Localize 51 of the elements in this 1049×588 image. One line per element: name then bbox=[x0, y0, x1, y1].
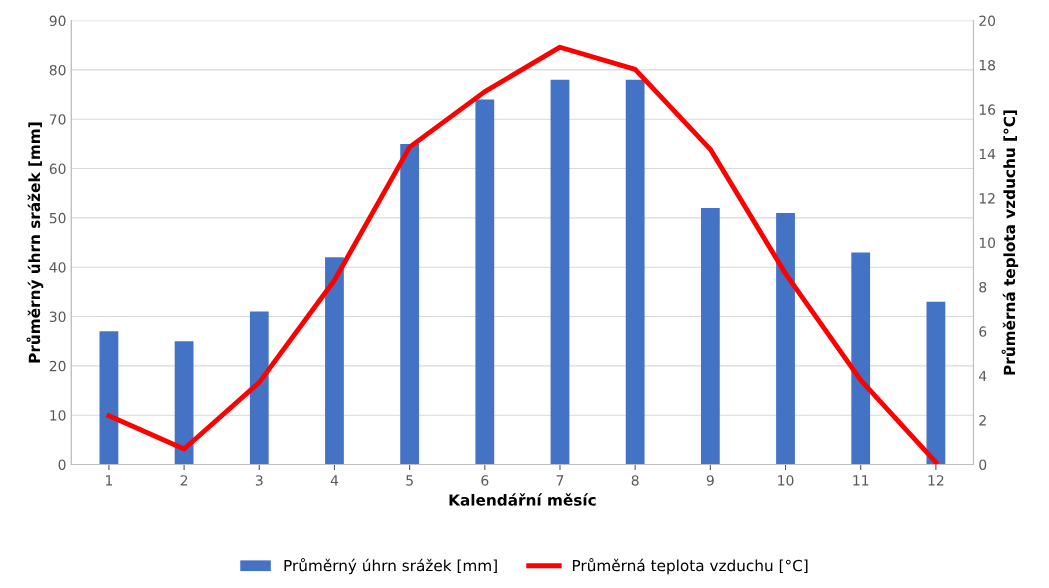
x-tick-label: 4 bbox=[330, 475, 339, 486]
bar bbox=[400, 143, 420, 465]
bar bbox=[174, 341, 194, 465]
y2-tick-label: 8 bbox=[979, 281, 987, 293]
bar bbox=[99, 331, 119, 465]
y2-tick-label: 14 bbox=[979, 148, 996, 160]
y2-tick-label: 18 bbox=[979, 59, 996, 71]
x-tick-label: 8 bbox=[631, 475, 639, 486]
legend-label: Průměrná teplota vzduchu [°C] bbox=[572, 558, 808, 575]
x-tick-label: 2 bbox=[180, 475, 188, 486]
y-tick-label: 60 bbox=[49, 163, 66, 175]
legend-label: Průměrný úhrn srážek [mm] bbox=[284, 558, 497, 575]
y-tick-label: 10 bbox=[50, 410, 66, 421]
x-axis-title: Kalendářní měsíc bbox=[449, 493, 596, 506]
y-tick-label: 90 bbox=[49, 15, 66, 27]
y2-tick-label: 0 bbox=[979, 459, 987, 470]
y-tick-label: 0 bbox=[58, 459, 66, 470]
y2-tick-label: 10 bbox=[979, 237, 996, 249]
x-tick-label: 7 bbox=[556, 475, 564, 486]
x-tick-label: 9 bbox=[706, 475, 714, 486]
y2-tick-label: 16 bbox=[979, 104, 996, 115]
x-tick-label: 1 bbox=[106, 475, 113, 486]
bar bbox=[475, 99, 495, 465]
line-series bbox=[106, 44, 939, 465]
bar bbox=[325, 257, 344, 465]
bar bbox=[926, 301, 946, 465]
y2-axis-title: Průměrná teplota vzduchu [°C] bbox=[1001, 110, 1019, 375]
bar bbox=[625, 79, 645, 465]
x-tick-label: 11 bbox=[853, 475, 869, 486]
y-tick-label: 50 bbox=[49, 212, 66, 224]
y-tick-label: 30 bbox=[49, 311, 66, 323]
x-tick-label: 3 bbox=[255, 475, 263, 486]
x-tick-label: 6 bbox=[481, 475, 489, 486]
y-axis-title: Průměrný úhrn srážek [mm] bbox=[26, 122, 44, 363]
y2-tick-label: 12 bbox=[979, 193, 995, 204]
y2-tick-label: 6 bbox=[979, 326, 987, 337]
y-tick-label: 20 bbox=[49, 360, 66, 372]
bar bbox=[851, 252, 871, 465]
y-tick-label: 40 bbox=[49, 262, 66, 273]
x-tick-label: 10 bbox=[778, 475, 794, 486]
bar bbox=[550, 79, 570, 465]
x-tick-label: 12 bbox=[928, 475, 944, 486]
y-tick-label: 70 bbox=[49, 114, 66, 125]
y-tick-label: 80 bbox=[49, 64, 66, 76]
bar bbox=[700, 208, 720, 465]
y2-tick-label: 20 bbox=[979, 15, 996, 27]
x-tick-label: 5 bbox=[406, 475, 413, 486]
bar bbox=[776, 212, 795, 465]
y2-tick-label: 2 bbox=[979, 415, 986, 426]
bar bbox=[249, 311, 269, 465]
y2-tick-label: 4 bbox=[979, 370, 987, 382]
